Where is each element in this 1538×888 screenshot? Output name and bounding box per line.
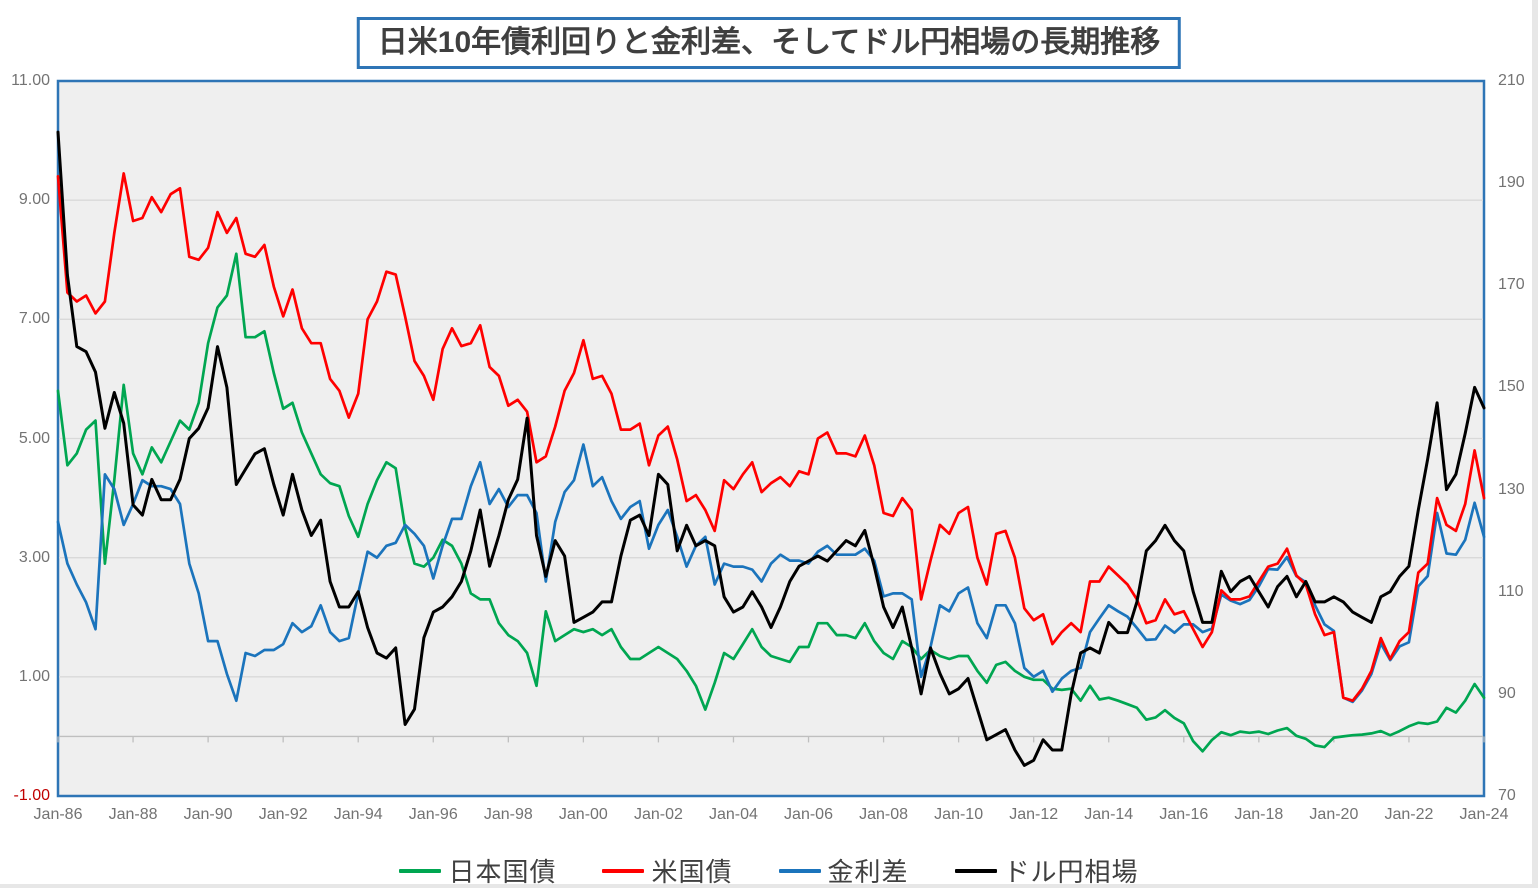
- x-tick-label: Jan-02: [633, 806, 683, 823]
- x-tick-label: Jan-96: [408, 806, 458, 823]
- legend: 日本国債 米国債 金利差 ドル円相場: [0, 852, 1538, 888]
- x-tick-label: Jan-12: [1009, 806, 1059, 823]
- y-right-tick-label: 70: [1498, 787, 1516, 804]
- y-left-tick-label: 1.00: [18, 667, 50, 685]
- chart-title: 日米10年債利回りと金利差、そしてドル円相場の長期推移: [356, 17, 1182, 69]
- x-tick-label: Jan-14: [1084, 806, 1134, 823]
- series-line-金利差: [56, 443, 1486, 704]
- x-tick-label: Jan-22: [1384, 806, 1434, 823]
- legend-item-usdjpy: ドル円相場: [954, 852, 1139, 888]
- legend-label: 金利差: [827, 857, 909, 887]
- x-tick-label: Jan-92: [258, 806, 308, 823]
- series-line-ドル円相場: [56, 130, 1486, 767]
- y-left-tick-label: 5.00: [18, 429, 50, 447]
- legend-label: ドル円相場: [1003, 857, 1139, 887]
- x-tick-label: Jan-90: [183, 806, 233, 823]
- x-tick-label: Jan-16: [1159, 806, 1209, 823]
- legend-label: 日本国債: [448, 857, 557, 887]
- y-right-tick-label: 110: [1498, 582, 1524, 600]
- window-bottom-edge: [0, 884, 1538, 888]
- x-tick-label: Jan-06: [784, 806, 833, 823]
- y-right-tick-label: 210: [1498, 72, 1525, 89]
- x-tick-label: Jan-24: [1459, 806, 1509, 823]
- legend-label: 米国債: [651, 857, 733, 887]
- x-tick-label: Jan-86: [33, 806, 83, 823]
- y-right-tick-label: 170: [1498, 276, 1525, 294]
- spread-line-swatch-icon: [778, 868, 821, 873]
- x-tick-label: Jan-98: [483, 806, 533, 823]
- legend-item-us-bond: 米国債: [602, 852, 732, 888]
- legend-item-japan-bond: 日本国債: [399, 852, 556, 888]
- series-line-日本国債: [56, 252, 1486, 753]
- y-right-tick-label: 150: [1498, 378, 1525, 396]
- legend-item-spread: 金利差: [778, 852, 909, 888]
- window-right-edge: [1532, 0, 1538, 888]
- x-tick-label: Jan-00: [558, 806, 608, 823]
- series-line-米国債: [56, 172, 1486, 703]
- x-tick-label: Jan-88: [108, 806, 158, 823]
- y-left-tick-label: -1.00: [13, 787, 50, 804]
- x-tick-label: Jan-10: [934, 806, 984, 823]
- y-left-tick-label: 9.00: [18, 191, 50, 209]
- y-left-tick-label: 11.00: [11, 72, 50, 89]
- y-left-tick-label: 3.00: [18, 548, 50, 566]
- y-right-tick-label: 190: [1498, 174, 1525, 192]
- japan-bond-line-swatch-icon: [399, 868, 442, 873]
- x-tick-label: Jan-94: [333, 806, 383, 823]
- us-bond-line-swatch-icon: [602, 868, 645, 873]
- y-left-tick-label: 7.00: [18, 310, 50, 328]
- y-right-tick-label: 90: [1498, 684, 1516, 702]
- x-tick-label: Jan-18: [1234, 806, 1284, 823]
- x-tick-label: Jan-04: [709, 806, 758, 823]
- x-tick-label: Jan-20: [1309, 806, 1359, 823]
- y-right-tick-label: 130: [1498, 480, 1525, 498]
- x-tick-label: Jan-08: [859, 806, 909, 823]
- usdjpy-line-swatch-icon: [954, 868, 997, 873]
